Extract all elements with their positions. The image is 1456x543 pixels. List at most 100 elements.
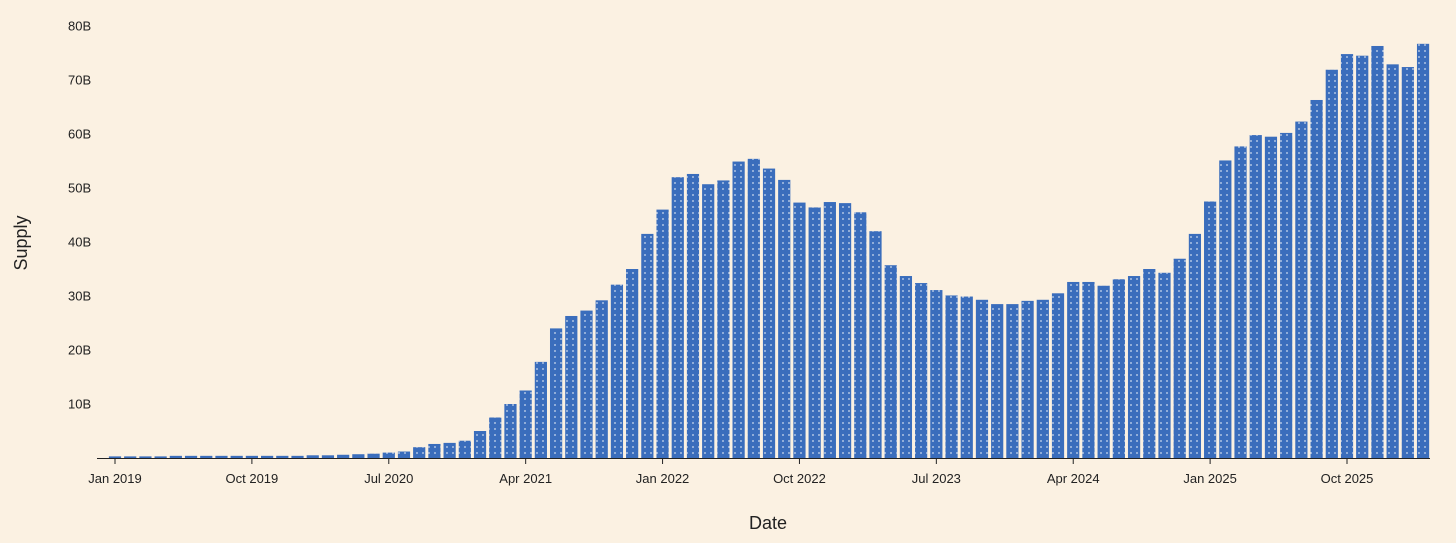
bar-dot-pattern-2020-05 xyxy=(352,454,365,458)
y-tick-label: 70B xyxy=(68,73,91,88)
bar-dot-pattern-2021-05 xyxy=(534,361,547,458)
bar-dot-pattern-2022-02 xyxy=(671,177,684,458)
x-tick-label: Apr 2024 xyxy=(1047,471,1100,486)
bar-dot-pattern-2020-09 xyxy=(413,447,426,458)
bar-2019-05 xyxy=(169,455,182,458)
bar-dot-pattern-2026-01 xyxy=(1386,64,1399,458)
bar-2020-02 xyxy=(306,455,319,458)
bar-dot-pattern-2024-03 xyxy=(1051,293,1065,458)
x-axis-ticks: Jan 2019 Oct 2019 Jul 2020 Apr 2021 Jan 2022… xyxy=(88,458,1373,486)
bar-dot-pattern-2023-06 xyxy=(915,283,928,458)
bar-dot-pattern-2025-02 xyxy=(1219,160,1232,458)
bar-2019-12 xyxy=(276,455,289,458)
bar-dot-pattern-2021-08 xyxy=(580,310,593,458)
bar-dot-pattern-2022-06 xyxy=(732,161,745,459)
bar-dot-pattern-2023-08 xyxy=(945,295,958,458)
bar-dot-pattern-2023-09 xyxy=(960,296,973,458)
bar-2019-09 xyxy=(230,455,243,458)
bar-dot-pattern-2024-02 xyxy=(1036,299,1049,458)
bar-dot-pattern-2023-05 xyxy=(899,276,913,458)
x-tick-label: Jul 2023 xyxy=(912,471,961,486)
bar-dot-pattern-2020-08 xyxy=(397,451,411,458)
bar-dot-pattern-2022-03 xyxy=(686,173,700,458)
bar-dot-pattern-2026-02 xyxy=(1401,67,1414,458)
bar-dot-pattern-2025-06 xyxy=(1280,132,1293,459)
bar-dot-pattern-2021-09 xyxy=(595,300,608,458)
bar-2020-03 xyxy=(321,455,335,458)
bar-dot-pattern-2020-10 xyxy=(428,443,441,458)
bar-dot-pattern-2025-03 xyxy=(1234,146,1247,459)
bar-dot-pattern-2024-07 xyxy=(1112,279,1125,458)
bar-dot-pattern-2021-01 xyxy=(473,431,487,458)
bar-dot-pattern-2025-08 xyxy=(1310,99,1323,458)
bar-dot-pattern-2024-11 xyxy=(1173,258,1186,458)
y-tick-label: 60B xyxy=(68,127,91,142)
bar-dot-pattern-2026-03 xyxy=(1416,43,1430,458)
bar-dot-pattern-2024-04 xyxy=(1067,281,1080,458)
bar-dot-pattern-2021-06 xyxy=(549,328,563,458)
y-axis-ticks: 10B 20B 30B 40B 50B 60B 70B 80B xyxy=(68,19,91,412)
bar-dot-pattern-2023-11 xyxy=(991,304,1004,458)
bar-2019-10 xyxy=(245,455,258,458)
bar-dot-pattern-2025-11 xyxy=(1356,55,1369,458)
bar-dot-pattern-2022-08 xyxy=(762,168,776,458)
bar-dot-pattern-2023-12 xyxy=(1006,304,1019,458)
bar-dot-pattern-2022-05 xyxy=(717,180,730,458)
bar-dot-pattern-2023-07 xyxy=(930,290,943,458)
bar-2019-01 xyxy=(108,456,122,458)
bar-dot-pattern-2021-03 xyxy=(504,404,517,458)
bar-dot-pattern-2024-09 xyxy=(1143,269,1156,458)
bar-dot-pattern-2024-08 xyxy=(1127,276,1141,458)
bar-dot-pattern-2024-06 xyxy=(1097,285,1110,458)
x-tick-label: Jan 2022 xyxy=(636,471,690,486)
bar-dot-pattern-2021-11 xyxy=(626,269,639,458)
bar-dot-pattern-2024-12 xyxy=(1188,233,1202,458)
bar-dot-pattern-2025-10 xyxy=(1340,54,1354,458)
bar-dot-pattern-2022-04 xyxy=(702,184,715,458)
x-tick-label: Jan 2019 xyxy=(88,471,142,486)
bar-dot-pattern-2020-04 xyxy=(337,454,350,458)
bar-dot-pattern-2021-02 xyxy=(489,417,502,458)
bar-dot-pattern-2025-01 xyxy=(1204,201,1217,458)
y-tick-label: 20B xyxy=(68,343,91,358)
bar-dot-pattern-2022-09 xyxy=(778,179,791,458)
bar-2019-02 xyxy=(124,456,137,458)
bar-dot-pattern-2023-04 xyxy=(884,265,897,458)
x-tick-label: Oct 2022 xyxy=(773,471,826,486)
bar-2019-04 xyxy=(154,456,167,458)
bar-dot-pattern-2024-10 xyxy=(1158,272,1171,458)
bar-dot-pattern-2023-02 xyxy=(854,212,867,458)
y-axis-title: Supply xyxy=(11,215,31,270)
bar-2019-08 xyxy=(215,455,228,458)
bar-dot-pattern-2025-04 xyxy=(1249,135,1262,458)
bar-2020-01 xyxy=(291,455,304,458)
bar-dot-pattern-2025-09 xyxy=(1325,69,1338,459)
bar-dot-pattern-2025-05 xyxy=(1264,136,1278,458)
bar-dot-pattern-2021-04 xyxy=(519,390,532,458)
bar-2019-03 xyxy=(139,456,152,458)
y-tick-label: 50B xyxy=(68,181,91,196)
bars-group xyxy=(108,43,1430,459)
bar-dot-pattern-2022-11 xyxy=(808,207,821,458)
x-axis-title: Date xyxy=(749,513,787,533)
bar-dot-pattern-2021-12 xyxy=(641,233,654,458)
x-tick-label: Jan 2025 xyxy=(1183,471,1237,486)
x-tick-label: Oct 2019 xyxy=(226,471,279,486)
bar-dot-pattern-2022-10 xyxy=(793,202,806,458)
bar-dot-pattern-2025-07 xyxy=(1295,121,1308,458)
bar-2019-06 xyxy=(184,455,198,458)
bar-dot-pattern-2021-10 xyxy=(610,284,624,458)
x-tick-label: Apr 2021 xyxy=(499,471,552,486)
bar-dot-pattern-2022-01 xyxy=(656,209,669,458)
y-tick-label: 80B xyxy=(68,19,91,34)
bar-dot-pattern-2022-12 xyxy=(823,202,836,458)
bar-dot-pattern-2023-10 xyxy=(975,299,989,458)
y-tick-label: 10B xyxy=(68,397,91,412)
bar-dot-pattern-2020-06 xyxy=(367,453,380,458)
bar-dot-pattern-2024-01 xyxy=(1021,300,1034,458)
bar-dot-pattern-2025-12 xyxy=(1371,45,1384,458)
bar-dot-pattern-2020-12 xyxy=(458,440,471,458)
bar-dot-pattern-2020-07 xyxy=(382,452,395,458)
y-tick-label: 30B xyxy=(68,289,91,304)
